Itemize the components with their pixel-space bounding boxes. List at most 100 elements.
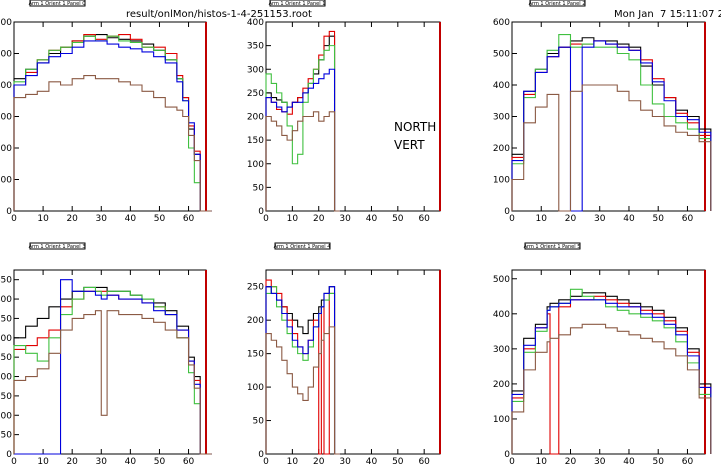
y-tick-label: 50: [1, 431, 13, 441]
y-tick-label: 200: [0, 144, 12, 154]
panel-title-tab: [274, 242, 331, 250]
x-tick-label: 50: [392, 457, 404, 464]
y-tick-label: 0: [6, 207, 12, 217]
y-tick-label: 100: [247, 160, 264, 170]
x-tick-label: 30: [594, 214, 606, 224]
annotation-vert: VERT: [394, 138, 425, 152]
y-tick-label: 500: [493, 50, 510, 60]
x-tick-label: 10: [287, 214, 299, 224]
x-tick-label: 60: [418, 214, 430, 224]
y-tick-label: 600: [493, 18, 510, 28]
y-tick-label: 400: [247, 18, 264, 28]
y-tick-label: 200: [493, 144, 510, 154]
series-green-line: [511, 34, 712, 211]
y-tick-label: 150: [247, 350, 264, 360]
y-tick-label: 100: [0, 176, 12, 186]
x-tick-label: 10: [536, 457, 548, 464]
y-tick-label: 0: [258, 207, 264, 217]
x-tick-label: 0: [263, 214, 269, 224]
x-tick-label: 50: [652, 457, 664, 464]
y-tick-label: 300: [0, 334, 12, 344]
y-tick-label: 500: [493, 275, 510, 285]
plot-frame: [13, 21, 207, 212]
series-green-line: [13, 35, 212, 212]
plot-frame: [511, 269, 706, 455]
x-tick-label: 30: [96, 457, 108, 464]
series-green-line: [511, 288, 712, 454]
panel-title-tab: [269, 0, 326, 7]
x-tick-label: 0: [509, 457, 515, 464]
plot-frame: [265, 269, 441, 455]
panel-title-tab: [29, 242, 86, 250]
y-tick-label: 150: [247, 136, 264, 146]
y-tick-label: 400: [0, 81, 12, 91]
y-tick-label: 400: [493, 81, 510, 91]
series-blue-line: [511, 299, 712, 454]
y-tick-label: 600: [0, 18, 12, 28]
y-tick-label: 150: [0, 392, 12, 402]
x-tick-label: 40: [366, 457, 378, 464]
y-tick-label: 300: [493, 345, 510, 355]
y-tick-label: 250: [247, 89, 264, 99]
y-tick-label: 0: [504, 450, 510, 460]
x-tick-label: 0: [11, 214, 17, 224]
x-tick-label: 20: [66, 214, 78, 224]
x-tick-label: 60: [183, 214, 195, 224]
x-tick-label: 30: [594, 457, 606, 464]
y-tick-label: 100: [493, 415, 510, 425]
panel-title-tab: [524, 242, 581, 250]
y-tick-label: 50: [253, 183, 265, 193]
series-red-line: [511, 40, 712, 211]
series-brown-line: [265, 326, 340, 455]
y-tick-label: 100: [493, 176, 510, 186]
x-tick-label: 10: [536, 214, 548, 224]
x-tick-label: 60: [682, 214, 694, 224]
series-black-line: [511, 37, 712, 211]
x-tick-label: 0: [509, 214, 515, 224]
series-blue-line: [511, 40, 712, 212]
series-red-line: [511, 295, 712, 455]
series-brown-line: [511, 84, 712, 212]
series-green-line: [265, 45, 340, 212]
x-tick-label: 40: [125, 457, 137, 464]
y-tick-label: 100: [247, 383, 264, 393]
panel-title: Arm 1 Orient 1 Panel 4: [274, 244, 331, 250]
x-tick-label: 50: [154, 214, 166, 224]
series-black-line: [511, 292, 712, 454]
x-tick-label: 10: [37, 457, 49, 464]
series-green-line: [13, 286, 212, 455]
x-tick-label: 50: [652, 214, 664, 224]
y-tick-label: 400: [0, 295, 12, 305]
panel-title: Arm 1 Orient 1 Panel 1: [269, 1, 326, 7]
series-brown-line: [265, 111, 340, 212]
series-brown-line: [13, 75, 212, 212]
x-tick-label: 10: [37, 214, 49, 224]
y-tick-label: 350: [0, 314, 12, 324]
x-tick-label: 0: [11, 457, 17, 464]
panel-title-tab: [529, 0, 586, 7]
y-tick-label: 0: [504, 207, 510, 217]
y-tick-label: 400: [493, 310, 510, 320]
y-tick-label: 200: [493, 380, 510, 390]
timestamp-label: Mon Jan 7 15:11:07 2008: [614, 9, 721, 20]
y-tick-label: 200: [247, 113, 264, 123]
series-red-line: [13, 290, 212, 455]
x-tick-label: 20: [313, 457, 325, 464]
series-blue-line: [14, 279, 212, 455]
file-path-label: result/onlMon/histos-1-4-251153.root: [126, 9, 312, 20]
x-tick-label: 40: [623, 214, 635, 224]
x-tick-label: 50: [154, 457, 166, 464]
y-tick-label: 250: [247, 283, 264, 293]
y-tick-label: 250: [0, 353, 12, 363]
panel-title-tab: [29, 0, 86, 7]
x-tick-label: 30: [339, 457, 351, 464]
y-tick-label: 0: [258, 450, 264, 460]
series-brown-line: [511, 323, 712, 454]
panel-title: Arm 1 Orient 1 Panel 3: [29, 244, 86, 250]
y-tick-label: 200: [247, 316, 264, 326]
series-red-line: [13, 34, 212, 212]
x-tick-label: 30: [96, 214, 108, 224]
series-brown-line: [13, 310, 212, 455]
x-tick-label: 20: [565, 214, 577, 224]
